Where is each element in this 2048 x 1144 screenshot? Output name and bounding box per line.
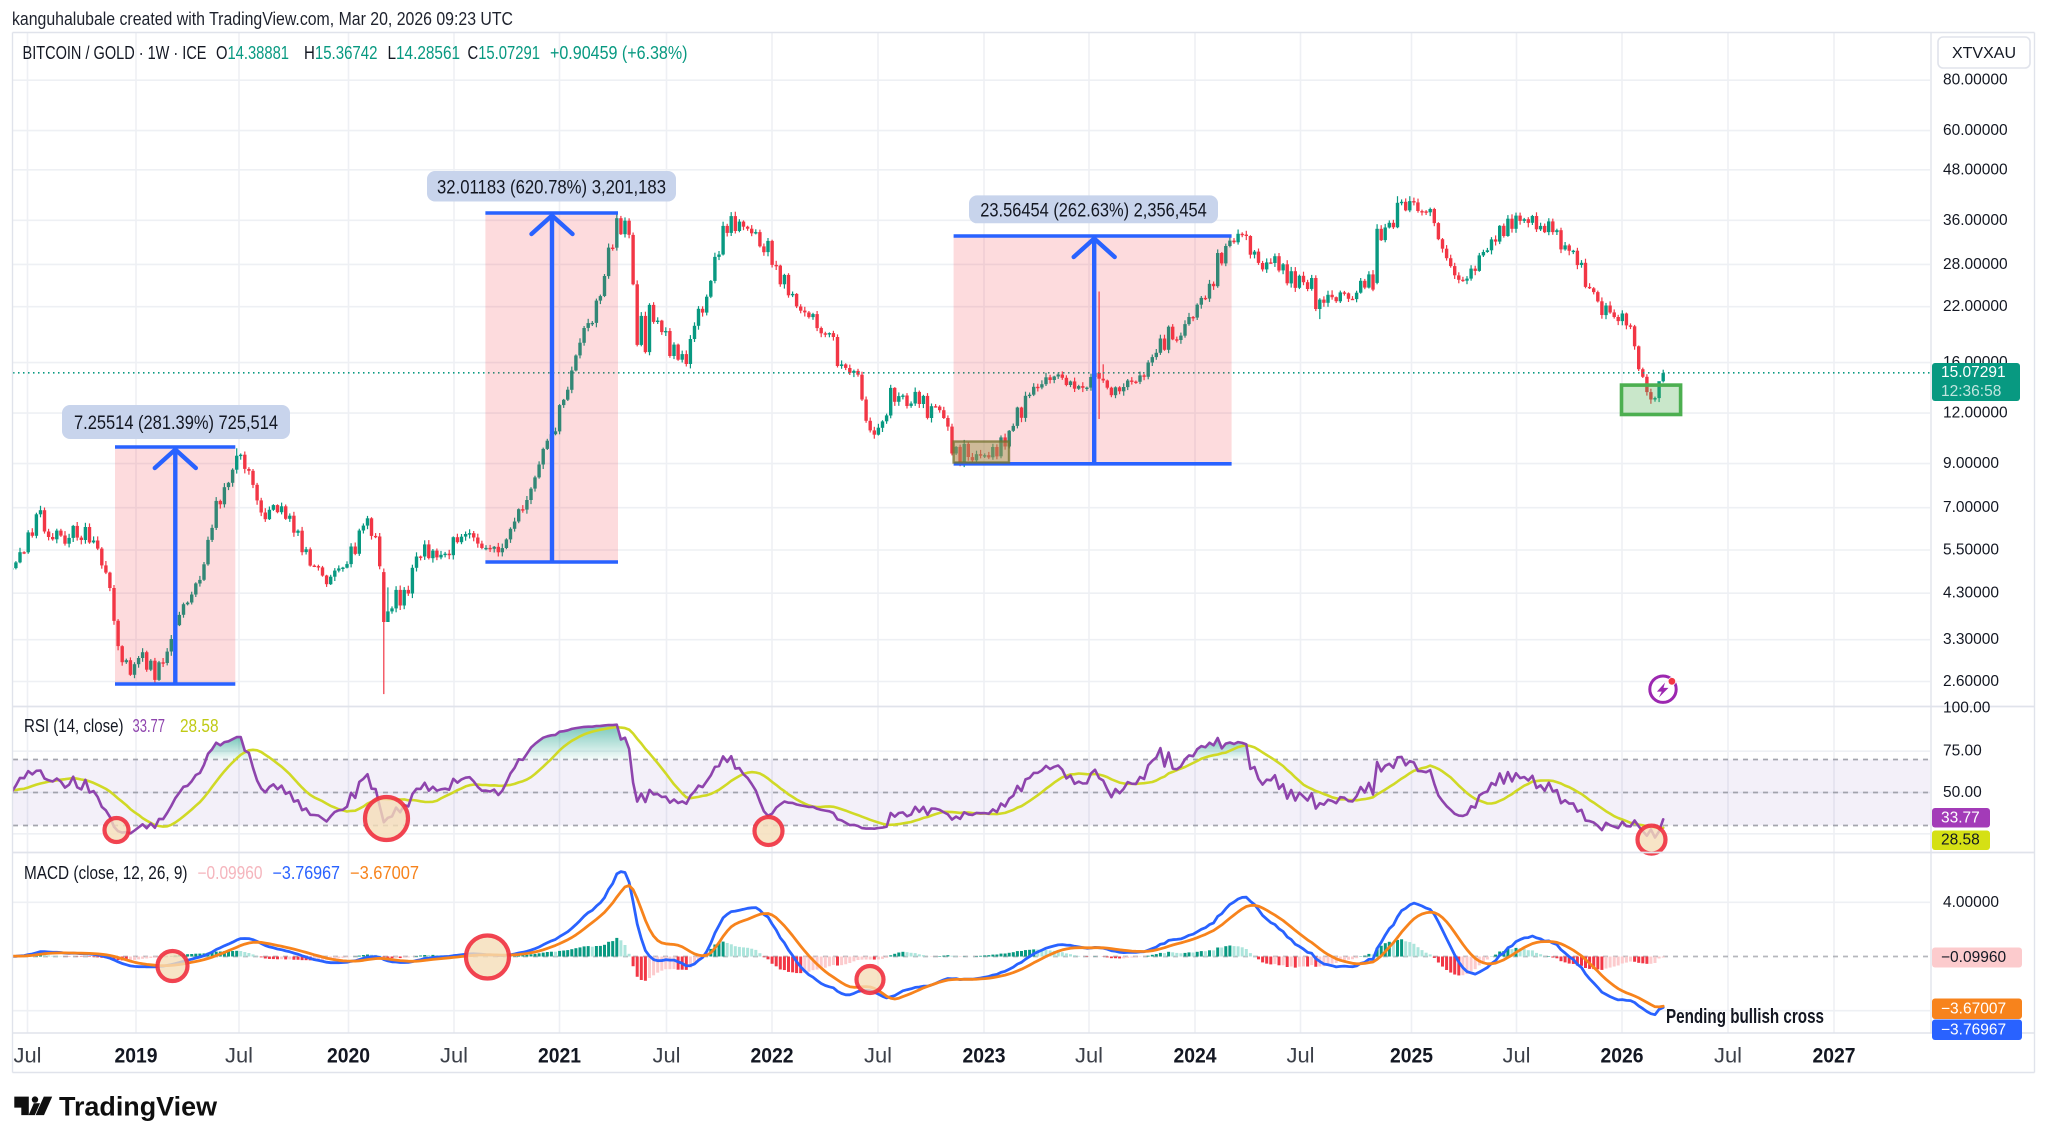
svg-text:33.77: 33.77: [1941, 809, 1980, 826]
svg-text:C15.07291: C15.07291: [468, 43, 541, 63]
svg-text:+0.90459 (+6.38%): +0.90459 (+6.38%): [550, 43, 688, 63]
svg-text:−3.76967: −3.76967: [273, 863, 341, 883]
svg-text:2026: 2026: [1601, 1045, 1644, 1068]
svg-text:7.25514 (281.39%) 725,514: 7.25514 (281.39%) 725,514: [74, 412, 278, 434]
svg-text:5.50000: 5.50000: [1943, 542, 1999, 559]
svg-text:2025: 2025: [1390, 1045, 1433, 1068]
svg-text:2021: 2021: [538, 1045, 581, 1068]
svg-text:−3.76967: −3.76967: [1941, 1021, 2006, 1038]
svg-text:60.00000: 60.00000: [1943, 122, 2008, 139]
svg-text:32.01183 (620.78%) 3,201,183: 32.01183 (620.78%) 3,201,183: [437, 176, 666, 198]
svg-text:O14.38881: O14.38881: [216, 43, 289, 63]
svg-text:BITCOIN / GOLD · 1W · ICE: BITCOIN / GOLD · 1W · ICE: [23, 43, 207, 63]
svg-text:−0.09960: −0.09960: [198, 863, 263, 883]
svg-text:−0.09960: −0.09960: [1941, 949, 2006, 966]
svg-text:Jul: Jul: [225, 1045, 253, 1068]
svg-text:9.00000: 9.00000: [1943, 455, 1999, 472]
svg-text:33.77: 33.77: [133, 716, 166, 736]
svg-text:23.56454 (262.63%) 2,356,454: 23.56454 (262.63%) 2,356,454: [980, 199, 1207, 221]
svg-text:28.58: 28.58: [1941, 832, 1980, 849]
svg-text:Jul: Jul: [864, 1045, 892, 1068]
svg-text:XTVXAU: XTVXAU: [1952, 45, 2016, 62]
svg-text:2023: 2023: [963, 1045, 1006, 1068]
svg-text:75.00: 75.00: [1943, 743, 1982, 760]
svg-text:48.00000: 48.00000: [1943, 161, 2008, 178]
svg-text:Jul: Jul: [653, 1045, 681, 1068]
svg-text:H15.36742: H15.36742: [304, 43, 378, 63]
svg-text:28.00000: 28.00000: [1943, 256, 2008, 273]
svg-text:2022: 2022: [751, 1045, 794, 1068]
svg-text:−3.67007: −3.67007: [350, 863, 419, 883]
svg-text:kanguhalubale created with Tra: kanguhalubale created with TradingView.c…: [12, 9, 513, 29]
svg-text:80.00000: 80.00000: [1943, 72, 2008, 89]
svg-text:12:36:58: 12:36:58: [1941, 383, 2001, 400]
svg-text:TradingView: TradingView: [59, 1092, 218, 1122]
svg-text:36.00000: 36.00000: [1943, 212, 2008, 229]
svg-text:Jul: Jul: [14, 1045, 42, 1068]
svg-text:4.30000: 4.30000: [1943, 585, 1999, 602]
svg-text:Jul: Jul: [440, 1045, 468, 1068]
svg-text:22.00000: 22.00000: [1943, 298, 2008, 315]
svg-text:MACD (close, 12, 26, 9): MACD (close, 12, 26, 9): [24, 863, 188, 883]
svg-text:28.58: 28.58: [180, 716, 219, 736]
svg-text:−3.67007: −3.67007: [1941, 1000, 2006, 1017]
svg-text:2024: 2024: [1174, 1045, 1217, 1068]
svg-text:100.00: 100.00: [1943, 700, 1991, 717]
svg-text:L14.28561: L14.28561: [388, 43, 461, 63]
svg-text:RSI (14, close): RSI (14, close): [24, 716, 124, 736]
svg-text:2019: 2019: [115, 1045, 158, 1068]
svg-text:Jul: Jul: [1714, 1045, 1742, 1068]
svg-text:7.00000: 7.00000: [1943, 499, 1999, 516]
svg-text:2027: 2027: [1813, 1045, 1856, 1068]
svg-text:Jul: Jul: [1287, 1045, 1315, 1068]
svg-text:50.00: 50.00: [1943, 784, 1982, 801]
svg-text:3.30000: 3.30000: [1943, 631, 1999, 648]
svg-text:Pending bullish cross: Pending bullish cross: [1666, 1006, 1824, 1028]
svg-text:2020: 2020: [327, 1045, 370, 1068]
svg-text:15.07291: 15.07291: [1941, 364, 2006, 381]
svg-text:12.00000: 12.00000: [1943, 405, 2008, 422]
svg-text:4.00000: 4.00000: [1943, 894, 1999, 911]
svg-text:Jul: Jul: [1503, 1045, 1531, 1068]
svg-text:2.60000: 2.60000: [1943, 673, 1999, 690]
svg-text:Jul: Jul: [1075, 1045, 1103, 1068]
